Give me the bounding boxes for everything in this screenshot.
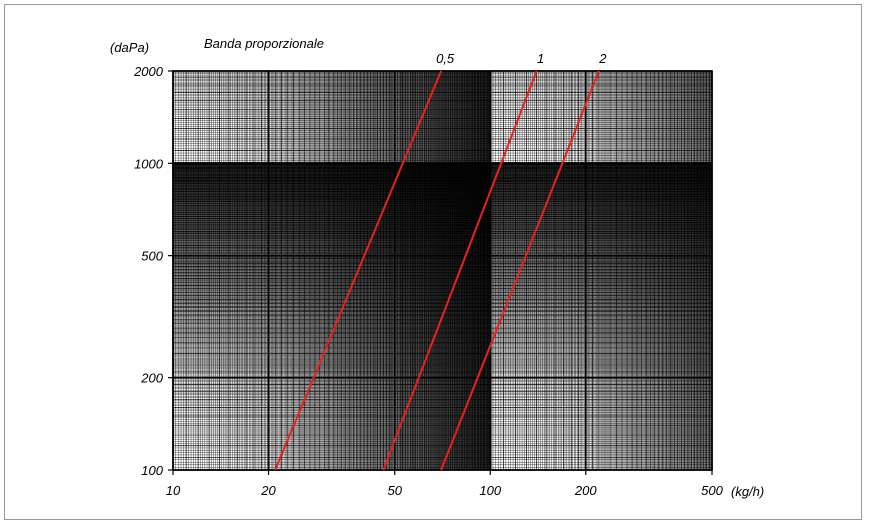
y-tick-label: 2000	[133, 64, 164, 79]
series-lines: 0,5 1 2	[274, 51, 607, 471]
series-line	[274, 70, 443, 471]
x-axis-label: (kg/h)	[731, 484, 764, 499]
chart-frame	[4, 4, 862, 520]
y-tick-label: 100	[141, 463, 163, 478]
series-label: 0,5	[436, 51, 455, 66]
x-tick-label: 100	[479, 483, 501, 498]
x-tick-label: 50	[388, 483, 403, 498]
tick-labels: 10 20 50 100 200 500 100 200 500 1000 2000	[133, 64, 724, 498]
chart-title: Banda proporzionale	[204, 36, 324, 51]
plot-grid	[172, 70, 713, 471]
y-axis-label: (daPa)	[110, 40, 149, 55]
plot-border	[172, 70, 713, 471]
x-tick-label: 200	[574, 483, 597, 498]
x-tick-label: 10	[166, 483, 181, 498]
series-label: 2	[598, 51, 607, 66]
series-line	[440, 70, 600, 471]
x-tick-label: 20	[260, 483, 276, 498]
x-tick-label: 500	[701, 483, 723, 498]
series-line	[382, 70, 538, 471]
y-tick-label: 500	[141, 249, 163, 264]
y-tick-label: 1000	[134, 156, 164, 171]
y-tick-label: 200	[140, 371, 163, 386]
series-label: 1	[537, 51, 544, 66]
